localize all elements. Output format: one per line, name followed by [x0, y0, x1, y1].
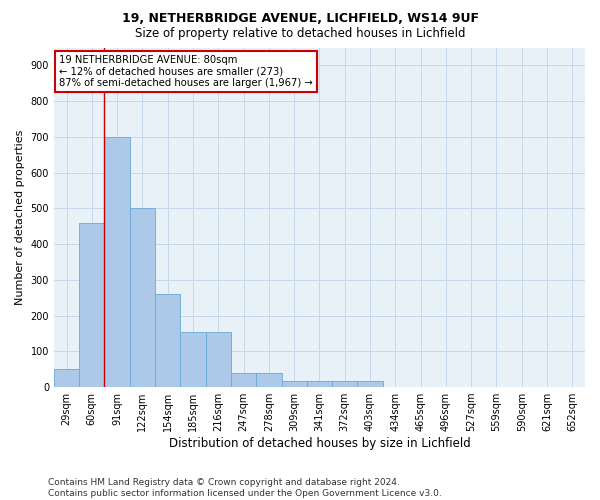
Bar — [104, 137, 130, 387]
Y-axis label: Number of detached properties: Number of detached properties — [15, 130, 25, 305]
Bar — [231, 373, 256, 387]
Text: Size of property relative to detached houses in Lichfield: Size of property relative to detached ho… — [135, 28, 465, 40]
Bar — [281, 380, 307, 387]
Bar — [54, 369, 79, 387]
Text: 19 NETHERBRIDGE AVENUE: 80sqm
← 12% of detached houses are smaller (273)
87% of : 19 NETHERBRIDGE AVENUE: 80sqm ← 12% of d… — [59, 54, 313, 88]
Bar — [130, 208, 155, 387]
Text: Contains HM Land Registry data © Crown copyright and database right 2024.
Contai: Contains HM Land Registry data © Crown c… — [48, 478, 442, 498]
Bar — [307, 380, 332, 387]
Bar — [332, 380, 358, 387]
Bar — [358, 380, 383, 387]
Bar — [181, 332, 206, 387]
Bar — [206, 332, 231, 387]
Bar — [256, 373, 281, 387]
Bar — [79, 222, 104, 387]
Text: 19, NETHERBRIDGE AVENUE, LICHFIELD, WS14 9UF: 19, NETHERBRIDGE AVENUE, LICHFIELD, WS14… — [121, 12, 479, 26]
X-axis label: Distribution of detached houses by size in Lichfield: Distribution of detached houses by size … — [169, 437, 470, 450]
Bar — [155, 294, 181, 387]
